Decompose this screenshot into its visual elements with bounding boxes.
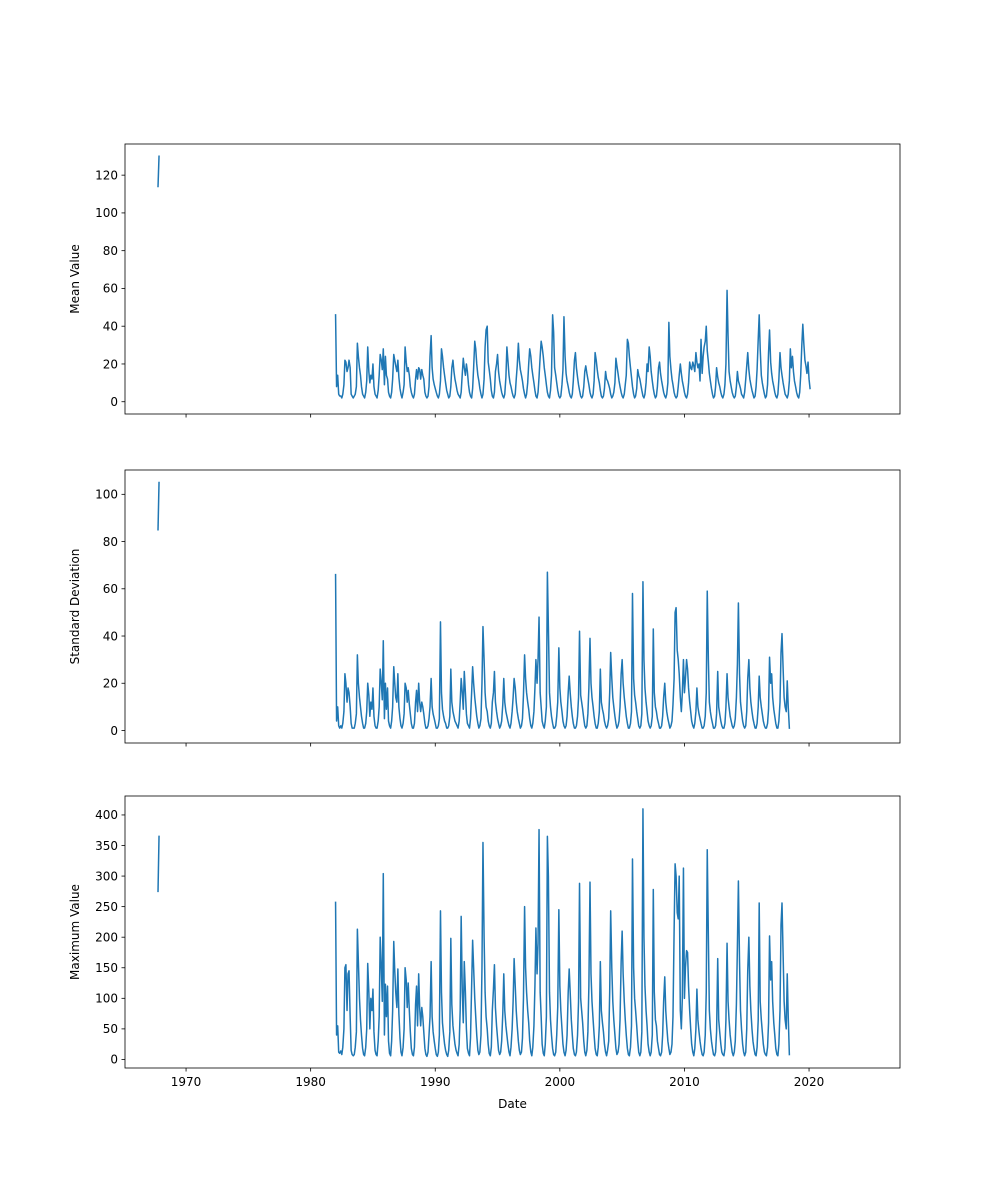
y-tick-label: 60: [103, 582, 118, 596]
x-axis-label: Date: [498, 1097, 527, 1111]
x-tick-label: 1970: [171, 1075, 202, 1089]
y-tick-label: 150: [95, 961, 118, 975]
series-line-segment-1: [157, 155, 160, 188]
y-tick-label: 100: [95, 992, 118, 1006]
y-tick-label: 40: [103, 629, 118, 643]
series-lines: [157, 155, 811, 399]
axes-frame: [124, 795, 901, 1069]
y-tick-label: 80: [103, 535, 118, 549]
y-tick-label: 60: [103, 282, 118, 296]
x-tick-label: 1980: [295, 1075, 326, 1089]
y-tick-label: 250: [95, 900, 118, 914]
y-tick-label: 350: [95, 839, 118, 853]
subplot-3: 0 50 100 150 200 250 300 350 400 1970 1980 1990 2000…: [68, 795, 901, 1089]
y-tick-label: 20: [103, 357, 118, 371]
series-line-segment-1: [157, 481, 160, 531]
y-tick-label: 40: [103, 320, 118, 334]
x-tick-label: 2000: [545, 1075, 576, 1089]
y-tick-label: 100: [95, 488, 118, 502]
x-tick-label: 2010: [669, 1075, 700, 1089]
series-line-segment-1: [157, 835, 160, 893]
axes-frame: [124, 143, 901, 415]
series-line-segment-2: [334, 571, 791, 729]
y-tick-label: 0: [110, 1053, 118, 1067]
subplot-2: 0 20 40 60 80 100 Standard Deviation: [68, 469, 901, 747]
y-tick-label: 80: [103, 244, 118, 258]
y-tick-label: 300: [95, 869, 118, 883]
x-tick-label: 1990: [420, 1075, 451, 1089]
axes-frame: [124, 469, 901, 744]
subplot-1: 0 20 40 60 80 100 120 Mean Value: [68, 143, 901, 418]
y-tick-label: 20: [103, 677, 118, 691]
y-tick-label: 0: [110, 395, 118, 409]
y-tick-label: 100: [95, 206, 118, 220]
series-line-segment-2: [334, 808, 791, 1058]
subplots: 0 20 40 60 80 100 120 Mean Value 0 20 40 60 80 100 Sta…: [68, 143, 901, 1089]
series-line-segment-2: [334, 289, 811, 399]
y-tick-label: 50: [103, 1022, 118, 1036]
y-axis-label: Mean Value: [68, 244, 82, 313]
y-axis-label: Maximum Value: [68, 884, 82, 980]
y-axis-label: Standard Deviation: [68, 549, 82, 665]
series-lines: [157, 808, 791, 1058]
y-tick-label: 0: [110, 724, 118, 738]
x-tick-label: 2020: [794, 1075, 825, 1089]
series-lines: [157, 481, 791, 729]
y-tick-label: 400: [95, 808, 118, 822]
y-tick-label: 120: [95, 168, 118, 182]
y-tick-label: 200: [95, 930, 118, 944]
